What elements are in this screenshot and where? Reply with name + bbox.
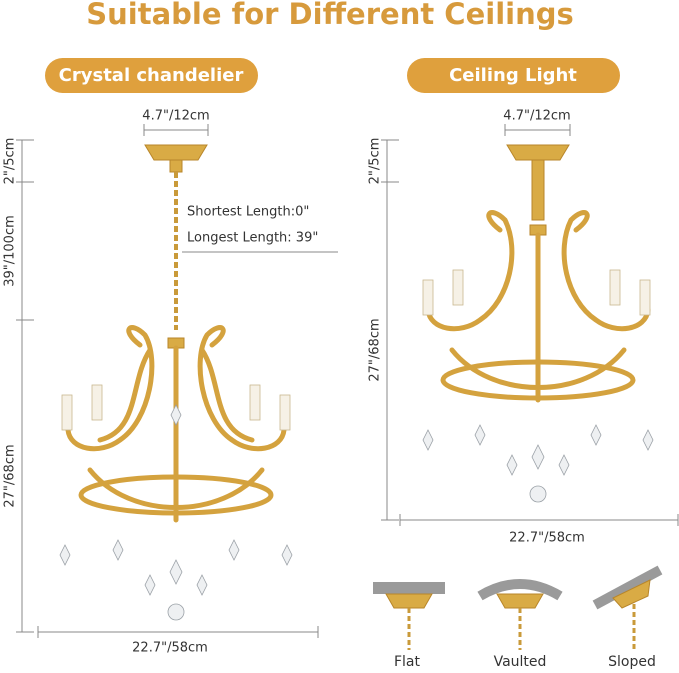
left-pill <box>45 58 258 93</box>
longest-length: Longest Length: 39" <box>187 231 318 246</box>
right-body-width: 22.7"/58cm <box>509 531 585 546</box>
left-chain-length: 39"/100cm <box>3 215 18 287</box>
right-label: Ceiling Light <box>449 65 577 86</box>
right-canopy-height: 2"/5cm <box>368 138 383 185</box>
shortest-length: Shortest Length:0" <box>187 205 309 220</box>
title: Suitable for Different Ceilings <box>86 0 574 31</box>
ceiling-label: Sloped <box>608 654 656 670</box>
left-chandelier <box>59 144 293 621</box>
ceiling-label: Vaulted <box>494 654 547 670</box>
ceiling-icons <box>373 565 663 650</box>
left-canopy-height: 2"/5cm <box>3 138 18 185</box>
left-body-width: 22.7"/58cm <box>132 641 208 656</box>
right-pill <box>407 58 620 93</box>
right-canopy-width: 4.7"/12cm <box>503 109 570 124</box>
left-label: Crystal chandelier <box>59 65 244 86</box>
ceiling-label: Flat <box>394 654 421 670</box>
right-dimensions <box>381 124 679 526</box>
left-canopy-width: 4.7"/12cm <box>142 109 209 124</box>
left-body-height: 27"/68cm <box>3 444 18 507</box>
left-dimensions <box>16 124 338 638</box>
right-body-height: 27"/68cm <box>368 318 383 381</box>
right-chandelier <box>422 144 654 503</box>
